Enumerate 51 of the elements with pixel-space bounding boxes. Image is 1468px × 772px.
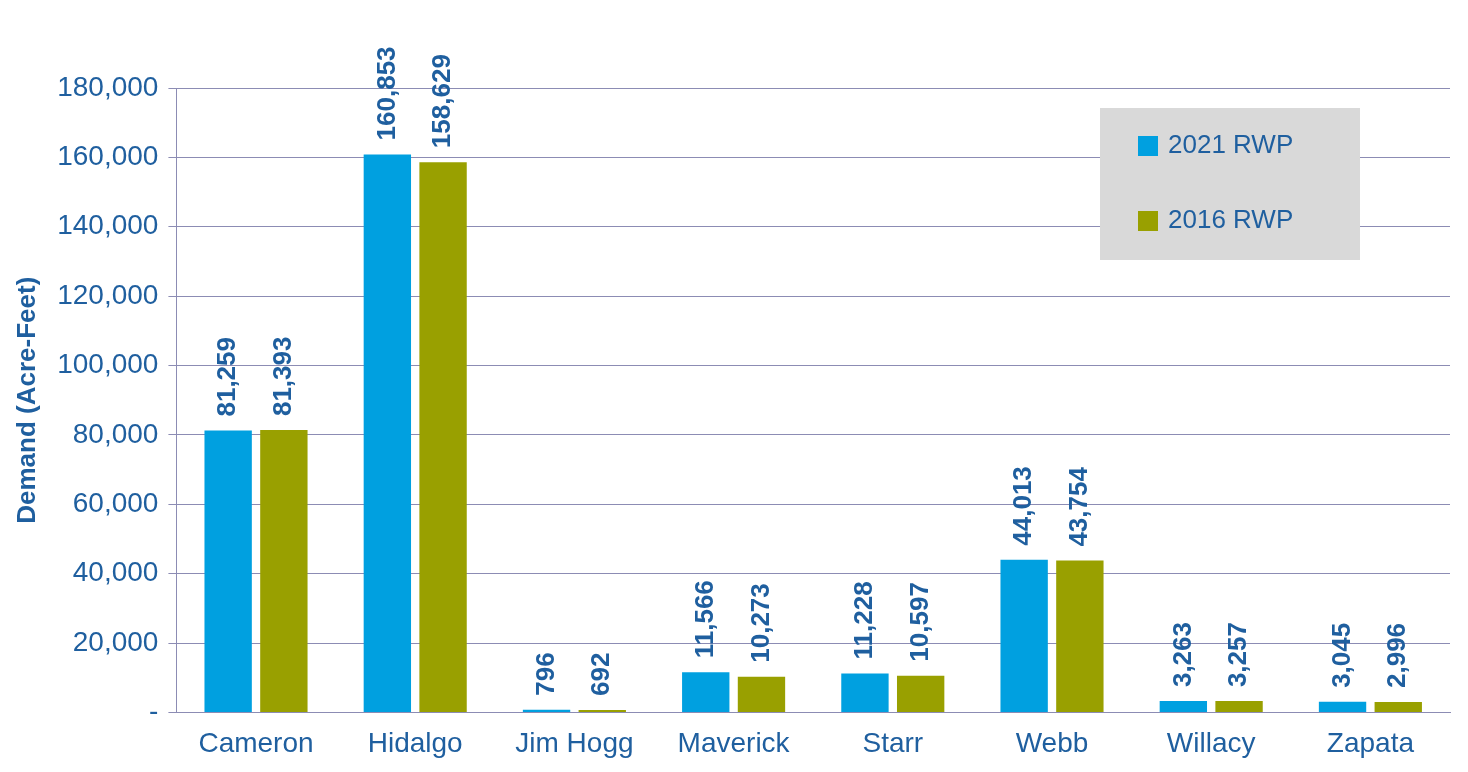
y-tick-label: 100,000 (57, 348, 159, 380)
x-tick-label: Zapata (1326, 726, 1415, 758)
x-tick-label: Webb (1015, 726, 1089, 758)
legend-label: 2021 RWP (1168, 129, 1294, 160)
bar (1215, 701, 1263, 712)
data-label: 10,597 (903, 582, 934, 662)
bar (260, 430, 308, 712)
y-tick-label: 120,000 (57, 278, 159, 310)
y-tick-label: 80,000 (72, 417, 159, 449)
data-label: 44,013 (1007, 466, 1038, 546)
bar (896, 675, 945, 712)
data-label: 796 (529, 652, 560, 696)
bar (1318, 701, 1367, 712)
data-label: 81,393 (267, 336, 298, 417)
x-tick-label: Willacy (1166, 726, 1256, 758)
y-tick-label: 180,000 (57, 70, 159, 102)
data-label: 43,754 (1063, 466, 1094, 547)
bar (204, 430, 252, 712)
bar (363, 154, 412, 712)
x-tick-label: Maverick (677, 726, 791, 758)
bar (1056, 560, 1104, 712)
y-tick-label: 20,000 (72, 625, 159, 657)
bar (1159, 701, 1208, 712)
bar (737, 676, 786, 712)
x-tick-label: Cameron (198, 726, 314, 758)
legend-label: 2016 RWP (1168, 204, 1294, 235)
data-label: 3,257 (1222, 622, 1253, 688)
data-label: 11,228 (848, 581, 879, 660)
y-tick-label: 40,000 (72, 556, 159, 588)
bar (841, 673, 889, 712)
data-label: 160,853 (370, 46, 401, 141)
data-label: 81,259 (211, 336, 242, 417)
bar (1000, 559, 1048, 712)
data-label: 3,263 (1166, 622, 1197, 688)
y-axis-title: Demand (Acre-Feet) (10, 276, 41, 524)
y-tick-label: 140,000 (57, 209, 159, 241)
y-tick-label: - (149, 695, 159, 727)
x-tick-label: Starr (862, 726, 924, 758)
data-label: 11,566 (688, 580, 719, 659)
x-tick-label: Hidalgo (367, 726, 463, 758)
data-label: 692 (585, 652, 616, 696)
x-tick-label: Jim Hogg (515, 726, 634, 758)
data-label: 3,045 (1325, 622, 1356, 688)
bar (682, 672, 730, 712)
data-label: 2,996 (1381, 622, 1412, 689)
bar (1374, 702, 1422, 712)
y-tick-label: 60,000 (72, 486, 159, 518)
data-label: 158,629 (426, 54, 457, 149)
y-tick-label: 160,000 (57, 140, 159, 172)
data-label: 10,273 (744, 583, 775, 663)
bar (419, 162, 467, 712)
